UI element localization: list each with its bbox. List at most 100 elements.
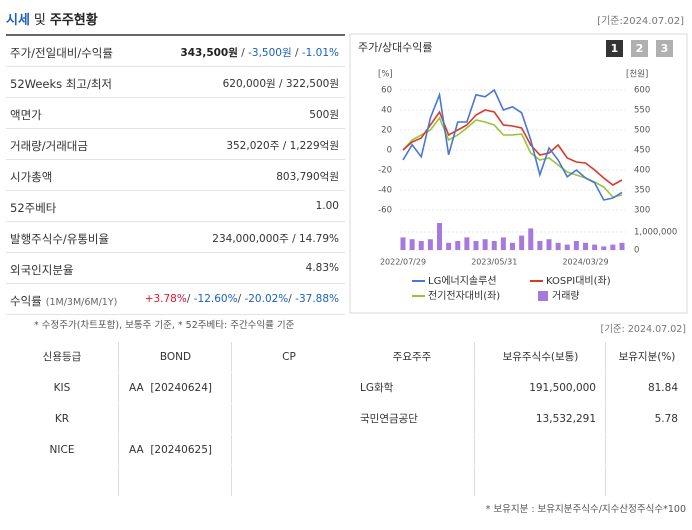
table-cell: CP (231, 342, 346, 372)
value-part: / (288, 293, 296, 305)
table-cell: 5.78 (605, 404, 688, 434)
volume-bar (446, 242, 452, 250)
label-text: 시가총액 (10, 170, 53, 184)
volume-bar (592, 244, 598, 250)
tick-label: 600 (634, 86, 650, 96)
volume-bar (528, 228, 534, 250)
row-value: 343,500원 / -3,500원 / -1.01% (180, 45, 339, 60)
tick-label: 60 (381, 86, 392, 96)
title-part: 주주현황 (49, 13, 98, 28)
summary-table: 주가/전일대비/수익률 343,500원 / -3,500원 / -1.01% 52… (6, 34, 345, 315)
note: * 수정주가(차트포함), 보통주 기준, * 52주베타: 주간수익률 기준 (34, 320, 295, 331)
value-part: -12.60% (193, 293, 238, 305)
table-cell (231, 404, 346, 434)
volume-bar (546, 239, 552, 250)
value-part: / (237, 47, 249, 59)
volume-bar (601, 246, 607, 250)
chart-panel (349, 33, 688, 314)
tab-button[interactable] (656, 40, 673, 57)
table-cell: AA [20240625] (118, 435, 232, 465)
row-value: 620,000원 / 322,500원 (223, 76, 339, 91)
label-text: 주가/전일대비/수익률 (10, 46, 113, 60)
table-cell (474, 435, 606, 465)
volume-bar (418, 241, 424, 250)
row-label: 외국인지분율 (10, 262, 73, 278)
value-part: 500원 (309, 109, 339, 121)
volume-bar (610, 244, 616, 250)
volume-bar (400, 237, 406, 250)
summary-row: 주가/전일대비/수익률 343,500원 / -3,500원 / -1.01% (6, 36, 345, 67)
table-cell: AA [20240624] (118, 373, 232, 403)
value-part: 234,000,000주 / 14.79% (212, 233, 339, 245)
volume-bar (573, 241, 579, 250)
tab-button[interactable] (606, 40, 623, 57)
series-line (402, 109, 623, 186)
row-label: 수익률 (1M/3M/6M/1Y) (10, 293, 117, 309)
row-label: 시가총액 (10, 169, 52, 185)
table-cell: 신용등급 (42, 351, 82, 363)
tick-label: 450 (634, 146, 650, 156)
table-cell: KR (54, 413, 70, 425)
value-part: / (237, 293, 245, 305)
legend-label: 전기전자대비(좌) (428, 290, 500, 302)
row-value: 234,000,000주 / 14.79% (212, 231, 339, 246)
row-value: 4.83% (306, 262, 339, 274)
summary-row: 거래량/거래대금 352,020주 / 1,229억원 (6, 129, 345, 160)
tick-label: 350 (634, 186, 650, 196)
summary-row: 수익률 (1M/3M/6M/1Y) +3.78%/ -12.60%/ -20.02%… (6, 284, 345, 315)
row-value: 500원 (309, 107, 339, 122)
volume-bar (482, 239, 488, 250)
tick-label: 0 (387, 146, 392, 156)
volume-bar (510, 242, 515, 250)
table-cell: 81.84 (605, 373, 688, 403)
volume-bar (455, 241, 461, 250)
volume-bar (583, 242, 588, 250)
value-part: 352,020주 / 1,229억원 (226, 140, 339, 152)
tab-button-label[interactable]: 1 (611, 42, 619, 55)
summary-row: 52Weeks 최고/최저 620,000원 / 322,500원 (6, 67, 345, 98)
table-cell (350, 466, 474, 496)
row-value: 803,790억원 (276, 169, 339, 184)
header-title: 시세 및 주주현황 (6, 9, 98, 28)
row-label: 52Weeks 최고/최저 (10, 76, 112, 92)
row-value: 1.00 (316, 200, 339, 212)
table-cell: 13,532,291 (474, 404, 606, 434)
summary-row: 52주베타 1.00 (6, 191, 345, 222)
row-label: 액면가 (10, 107, 42, 123)
value-part: 4.83% (305, 262, 339, 274)
y-unit: [%] (378, 70, 393, 80)
row-value: +3.78%/ -12.60%/ -20.02%/ -37.88% (145, 293, 339, 305)
table-cell (231, 435, 346, 465)
label-text: 52주베타 (10, 201, 57, 215)
value-part: 343,500원 (180, 47, 238, 59)
x-tick-label: 2022/07/29 (380, 258, 426, 267)
value-part: -3,500원 (248, 47, 292, 59)
tab-button-label[interactable]: 3 (661, 42, 669, 55)
value-part: -1.01% (301, 47, 339, 59)
y2-unit: [천원] (626, 69, 648, 80)
table-cell (6, 466, 118, 496)
summary-row: 외국인지분율 4.83% (6, 253, 345, 284)
row-label: 주가/전일대비/수익률 (10, 45, 113, 61)
value-part: / (186, 293, 194, 305)
tick-label: 0 (634, 246, 639, 256)
tick-label: -60 (378, 206, 392, 216)
tick-label: 20 (381, 126, 392, 136)
value-part: 620,000원 / 322,500원 (222, 78, 339, 90)
tab-button[interactable] (631, 40, 648, 57)
volume-bar (491, 241, 497, 250)
table-cell: 191,500,000 (474, 373, 606, 403)
tab-button-label[interactable]: 2 (636, 42, 644, 55)
label-sub: (1M/3M/6M/1Y) (45, 297, 118, 308)
table-cell: 국민연금공단 (360, 413, 418, 425)
chart-title: 주가/상대수익률 (358, 41, 433, 54)
legend-label: KOSPI대비(좌) (546, 275, 611, 287)
value-part: -37.88% (295, 293, 339, 305)
row-label: 52주베타 (10, 200, 56, 216)
table-cell (350, 435, 474, 465)
volume-bar (537, 241, 543, 250)
value-part: +3.78% (144, 293, 187, 305)
label-text: 발행주식수/유통비율 (10, 232, 110, 246)
tick-label: 300 (634, 206, 650, 216)
table-cell: LG화학 (360, 382, 394, 394)
